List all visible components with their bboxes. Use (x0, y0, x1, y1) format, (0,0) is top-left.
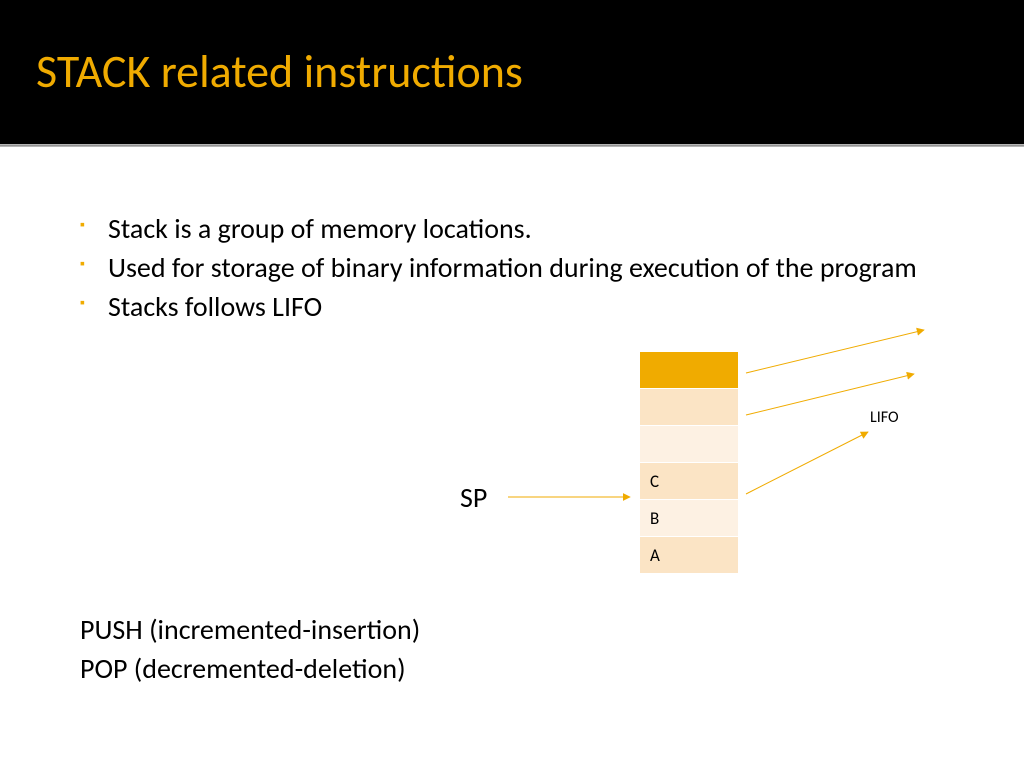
stack-cell: B (640, 500, 738, 537)
slide-body: Stack is a group of memory locations. Us… (0, 155, 1024, 327)
stack-cell (640, 352, 738, 389)
bullet-item: Stacks follows LIFO (80, 287, 974, 326)
stack-cell (640, 389, 738, 426)
stack-operations: PUSH (incremented-insertion)POP (decreme… (80, 610, 420, 688)
slide-title: STACK related instructions (36, 44, 523, 100)
arrow-line (746, 330, 924, 373)
bullet-item: Used for storage of binary information d… (80, 248, 974, 287)
stack-diagram: CBA (640, 352, 738, 574)
stack-cell (640, 426, 738, 463)
arrow-line (746, 432, 868, 494)
stack-cell: C (640, 463, 738, 500)
bullet-item: Stack is a group of memory locations. (80, 209, 974, 248)
operation-line: PUSH (incremented-insertion) (80, 610, 420, 649)
header-divider (0, 144, 1024, 147)
slide-header: STACK related instructions (0, 0, 1024, 144)
stack-cell: A (640, 537, 738, 574)
lifo-label: LIFO (870, 408, 899, 427)
sp-label: SP (460, 480, 487, 515)
operation-line: POP (decremented-deletion) (80, 649, 420, 688)
bullet-list: Stack is a group of memory locations. Us… (80, 209, 974, 327)
